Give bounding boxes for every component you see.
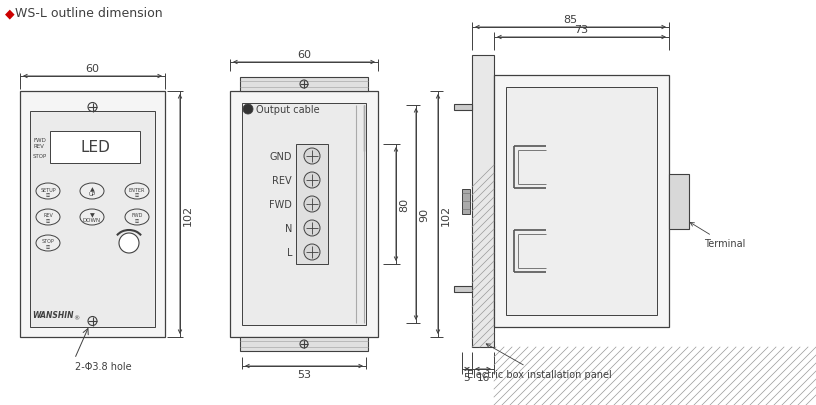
Bar xyxy=(454,286,472,292)
Text: 60: 60 xyxy=(297,50,311,60)
Text: Terminal: Terminal xyxy=(690,223,745,249)
Text: 53: 53 xyxy=(297,369,311,379)
Text: 确定: 确定 xyxy=(135,192,140,196)
Bar xyxy=(242,104,366,325)
Bar xyxy=(230,92,378,337)
Text: WS-L outline dimension: WS-L outline dimension xyxy=(15,7,162,20)
Text: 85: 85 xyxy=(563,15,578,25)
Circle shape xyxy=(304,244,320,260)
Ellipse shape xyxy=(36,209,60,226)
Text: 停止: 停止 xyxy=(46,244,51,248)
Text: 102: 102 xyxy=(441,204,451,225)
Ellipse shape xyxy=(125,209,149,226)
Text: 正动: 正动 xyxy=(135,218,140,222)
Ellipse shape xyxy=(36,235,60,252)
Bar xyxy=(30,112,155,327)
Circle shape xyxy=(304,173,320,189)
Text: 73: 73 xyxy=(574,25,588,35)
Circle shape xyxy=(243,105,253,115)
Text: GND: GND xyxy=(269,151,292,162)
Bar xyxy=(50,132,140,164)
Text: FWD: FWD xyxy=(33,138,46,143)
Text: ▼: ▼ xyxy=(90,213,95,218)
Text: 2-Φ3.8 hole: 2-Φ3.8 hole xyxy=(74,361,131,371)
Text: STOP: STOP xyxy=(42,239,55,244)
Text: LED: LED xyxy=(80,140,110,155)
Text: ▲: ▲ xyxy=(90,187,95,192)
Text: FWD: FWD xyxy=(131,213,143,218)
Bar xyxy=(494,76,669,327)
Text: SETUP: SETUP xyxy=(40,187,55,192)
Text: DOWN: DOWN xyxy=(83,218,101,223)
Circle shape xyxy=(119,233,139,254)
Text: 设定: 设定 xyxy=(46,192,51,196)
Bar xyxy=(240,337,368,351)
Bar xyxy=(240,78,368,92)
Ellipse shape xyxy=(80,209,104,226)
Text: STOP: STOP xyxy=(33,153,47,159)
Text: 102: 102 xyxy=(183,204,193,225)
Circle shape xyxy=(304,149,320,164)
Bar xyxy=(296,145,328,264)
Text: Electric box installation panel: Electric box installation panel xyxy=(467,344,612,379)
Circle shape xyxy=(304,196,320,213)
Text: 5: 5 xyxy=(463,372,470,382)
Bar xyxy=(20,92,165,337)
Text: FWD: FWD xyxy=(269,200,292,209)
Text: L: L xyxy=(286,247,292,257)
Text: UP: UP xyxy=(88,192,95,197)
Text: ®: ® xyxy=(73,315,79,320)
Bar xyxy=(454,105,472,111)
Ellipse shape xyxy=(80,183,104,200)
Text: REV: REV xyxy=(33,144,44,149)
Bar xyxy=(506,88,657,315)
Bar xyxy=(472,56,494,347)
Text: Output cable: Output cable xyxy=(256,105,320,115)
Text: 90: 90 xyxy=(419,207,429,222)
Text: REV: REV xyxy=(273,175,292,185)
Text: WANSHIN: WANSHIN xyxy=(32,310,73,319)
Text: ENTER: ENTER xyxy=(129,187,145,192)
Bar xyxy=(669,174,689,229)
Ellipse shape xyxy=(125,183,149,200)
Text: 80: 80 xyxy=(399,198,409,211)
Text: 点动: 点动 xyxy=(46,218,51,222)
Text: 16: 16 xyxy=(477,372,490,382)
Text: REV: REV xyxy=(43,213,53,218)
Bar xyxy=(462,189,470,214)
Text: 60: 60 xyxy=(86,64,100,74)
Ellipse shape xyxy=(36,183,60,200)
Circle shape xyxy=(304,220,320,237)
Text: ◆: ◆ xyxy=(5,7,15,20)
Text: N: N xyxy=(285,224,292,233)
